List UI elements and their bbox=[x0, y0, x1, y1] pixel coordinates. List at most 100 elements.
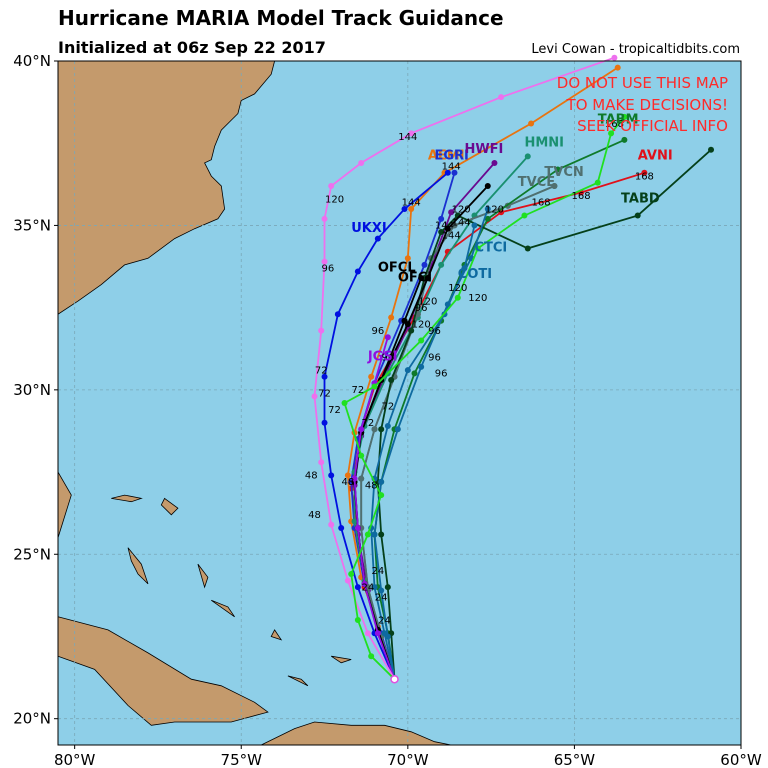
long-island bbox=[211, 599, 235, 618]
track-point bbox=[554, 166, 561, 173]
forecast-hour-label: 72 bbox=[361, 418, 374, 429]
forecast-hour-label: 144 bbox=[442, 231, 461, 242]
track-point bbox=[401, 205, 408, 212]
map-title: Hurricane MARIA Model Track Guidance bbox=[58, 6, 504, 30]
track-point bbox=[354, 584, 361, 591]
track-line bbox=[373, 208, 489, 680]
map-subtitle: Initialized at 06z Sep 22 2017 bbox=[58, 38, 326, 57]
track-point bbox=[444, 301, 451, 308]
track-point bbox=[378, 531, 385, 538]
track-line bbox=[323, 172, 449, 680]
track-point bbox=[408, 327, 415, 334]
lon-tick-label: 80°W bbox=[54, 751, 96, 768]
lon-tick-label: 60°W bbox=[720, 751, 762, 768]
forecast-hour-label: 120 bbox=[448, 283, 467, 294]
forecast-hour-label: 96 bbox=[435, 369, 448, 380]
track-point bbox=[328, 182, 335, 189]
track-point bbox=[498, 94, 505, 101]
forecast-hour-label: 24 bbox=[378, 615, 391, 626]
east-coast-land bbox=[57, 60, 276, 315]
track-tabd bbox=[374, 146, 715, 680]
track-point bbox=[364, 531, 371, 538]
track-point bbox=[351, 518, 358, 525]
track-point bbox=[351, 475, 358, 482]
track-point bbox=[321, 258, 328, 265]
track-point bbox=[611, 54, 618, 61]
track-point bbox=[361, 580, 368, 587]
track-point bbox=[321, 215, 328, 222]
track-point bbox=[338, 524, 345, 531]
eleuthera-island bbox=[197, 563, 209, 589]
forecast-hour-label: 96 bbox=[415, 303, 428, 314]
track-line bbox=[360, 185, 555, 680]
model-label-aemi: AEMI bbox=[428, 149, 465, 164]
track-point bbox=[454, 294, 461, 301]
forecast-hour-label: 72 bbox=[318, 388, 331, 399]
track-point bbox=[484, 182, 491, 189]
forecast-hour-label: 96 bbox=[322, 263, 335, 274]
abaco-island bbox=[160, 497, 179, 516]
track-point bbox=[371, 426, 378, 433]
forecast-hour-label: 24 bbox=[361, 582, 374, 593]
warning-line-1: DO NOT USE THIS MAP bbox=[557, 74, 728, 92]
track-point bbox=[404, 255, 411, 262]
track-point bbox=[411, 370, 418, 377]
forecast-hour-label: 168 bbox=[532, 198, 551, 209]
track-point bbox=[374, 630, 381, 637]
track-point bbox=[354, 524, 361, 531]
forecast-hour-label: 72 bbox=[328, 405, 341, 416]
track-point bbox=[641, 169, 648, 176]
track-navi bbox=[311, 54, 618, 680]
lat-tick-label: 40°N bbox=[13, 52, 51, 70]
forecast-hour-label: 120 bbox=[412, 319, 431, 330]
hispaniola-land bbox=[261, 721, 452, 746]
track-point bbox=[384, 423, 391, 430]
track-point bbox=[348, 571, 355, 577]
track-point bbox=[388, 314, 395, 321]
track-point bbox=[634, 212, 641, 219]
track-point bbox=[408, 130, 415, 137]
track-point bbox=[424, 275, 431, 282]
model-label-tvce: TVCE bbox=[518, 175, 555, 190]
forecast-hour-label: 72 bbox=[351, 385, 364, 396]
forecast-hour-label: 48 bbox=[365, 481, 378, 492]
forecast-hour-label: 96 bbox=[371, 326, 384, 337]
track-point bbox=[524, 153, 531, 160]
forecast-hour-label: 144 bbox=[402, 198, 421, 209]
track-point bbox=[408, 205, 415, 212]
lon-tick-label: 75°W bbox=[221, 751, 263, 768]
track-point bbox=[444, 169, 451, 176]
track-point bbox=[418, 337, 425, 344]
track-line bbox=[376, 149, 712, 680]
forecast-hour-label: 96 bbox=[428, 352, 441, 363]
lat-tick-label: 20°N bbox=[13, 710, 51, 728]
track-point bbox=[388, 376, 395, 383]
caicos-islands bbox=[330, 655, 352, 664]
axis-ticks: 80°W 75°W 70°W 65°W 60°W 20°N 25°N 30°N 35°N 40°N bbox=[13, 52, 762, 768]
track-point bbox=[318, 459, 325, 466]
forecast-hour-label: 120 bbox=[418, 296, 437, 307]
track-point bbox=[421, 261, 428, 268]
forecast-hour-label: 144 bbox=[435, 221, 454, 232]
forecast-hour-label: 48 bbox=[308, 510, 321, 521]
track-point bbox=[401, 317, 408, 324]
track-point bbox=[444, 225, 451, 232]
track-point bbox=[484, 205, 491, 212]
track-line bbox=[343, 116, 626, 680]
forecast-hour-label: 24 bbox=[371, 566, 384, 577]
track-point bbox=[484, 215, 491, 222]
track-line bbox=[353, 336, 396, 680]
model-label-tvcn: TVCN bbox=[544, 165, 583, 180]
track-point bbox=[328, 472, 335, 479]
track-point bbox=[321, 373, 328, 380]
track-point bbox=[358, 452, 365, 459]
track-point bbox=[371, 584, 378, 591]
track-point bbox=[318, 327, 325, 334]
forecast-hour-label: 72 bbox=[381, 402, 394, 413]
track-point bbox=[358, 426, 365, 433]
track-point bbox=[471, 222, 478, 229]
track-point bbox=[384, 334, 391, 341]
track-ctci bbox=[371, 205, 491, 680]
track-bright bbox=[341, 113, 628, 680]
